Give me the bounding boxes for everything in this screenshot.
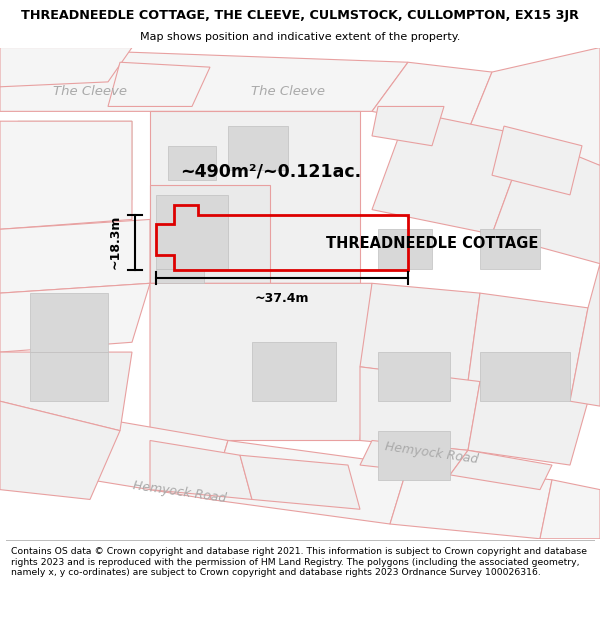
- Text: Hemyock Road: Hemyock Road: [133, 479, 227, 505]
- Polygon shape: [360, 441, 468, 475]
- Polygon shape: [210, 441, 408, 524]
- Polygon shape: [150, 283, 372, 441]
- Polygon shape: [372, 106, 444, 146]
- Polygon shape: [390, 465, 552, 539]
- Polygon shape: [360, 367, 480, 451]
- Polygon shape: [468, 48, 600, 166]
- Polygon shape: [150, 441, 252, 499]
- Polygon shape: [0, 48, 132, 87]
- Text: Contains OS data © Crown copyright and database right 2021. This information is : Contains OS data © Crown copyright and d…: [11, 548, 587, 577]
- Polygon shape: [168, 146, 216, 180]
- Polygon shape: [156, 195, 228, 269]
- Polygon shape: [0, 352, 132, 431]
- Text: The Cleeve: The Cleeve: [53, 85, 127, 98]
- Polygon shape: [30, 293, 108, 352]
- Polygon shape: [156, 269, 204, 283]
- Text: THREADNEEDLE COTTAGE: THREADNEEDLE COTTAGE: [326, 236, 538, 251]
- Polygon shape: [108, 62, 210, 106]
- Polygon shape: [480, 352, 570, 401]
- Polygon shape: [372, 111, 528, 234]
- Polygon shape: [240, 455, 360, 509]
- Polygon shape: [492, 136, 600, 264]
- Polygon shape: [0, 283, 150, 352]
- Polygon shape: [378, 352, 450, 401]
- Text: ~18.3m: ~18.3m: [109, 215, 122, 269]
- Polygon shape: [228, 126, 288, 170]
- Polygon shape: [0, 48, 408, 111]
- Text: Map shows position and indicative extent of the property.: Map shows position and indicative extent…: [140, 32, 460, 43]
- Polygon shape: [18, 121, 132, 205]
- Text: THREADNEEDLE COTTAGE, THE CLEEVE, CULMSTOCK, CULLOMPTON, EX15 3JR: THREADNEEDLE COTTAGE, THE CLEEVE, CULMST…: [21, 9, 579, 22]
- Polygon shape: [468, 293, 588, 401]
- Text: Hemyock Road: Hemyock Road: [385, 440, 479, 466]
- Polygon shape: [360, 283, 480, 381]
- Polygon shape: [378, 431, 450, 480]
- Polygon shape: [30, 352, 108, 401]
- Polygon shape: [150, 185, 270, 283]
- Polygon shape: [0, 401, 228, 499]
- Text: ~490m²/~0.121ac.: ~490m²/~0.121ac.: [180, 162, 361, 180]
- Polygon shape: [570, 264, 600, 406]
- Polygon shape: [0, 401, 120, 499]
- Polygon shape: [378, 229, 432, 269]
- Polygon shape: [0, 121, 132, 229]
- Polygon shape: [450, 451, 552, 489]
- Text: The Cleeve: The Cleeve: [251, 85, 325, 98]
- Polygon shape: [372, 62, 492, 131]
- Polygon shape: [492, 126, 582, 195]
- Polygon shape: [252, 342, 336, 401]
- Polygon shape: [150, 111, 360, 283]
- Text: ~37.4m: ~37.4m: [255, 292, 309, 305]
- Polygon shape: [468, 381, 588, 465]
- Polygon shape: [480, 229, 540, 269]
- Polygon shape: [0, 219, 150, 293]
- Polygon shape: [540, 480, 600, 539]
